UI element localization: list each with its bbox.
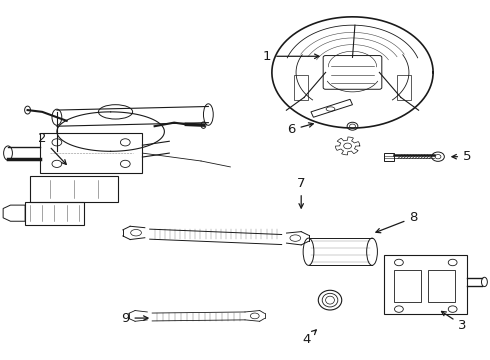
Bar <box>25 202 84 225</box>
Text: 4: 4 <box>302 330 316 346</box>
Bar <box>428 270 455 302</box>
Bar <box>30 176 118 202</box>
Text: 8: 8 <box>376 211 418 233</box>
Text: 3: 3 <box>441 311 466 332</box>
Text: 7: 7 <box>297 177 305 208</box>
Bar <box>40 134 143 173</box>
Bar <box>384 255 467 315</box>
Bar <box>394 270 421 302</box>
Text: 6: 6 <box>287 123 313 136</box>
Text: 2: 2 <box>38 132 66 165</box>
Text: 5: 5 <box>452 150 471 163</box>
Text: 9: 9 <box>121 311 148 325</box>
Text: 1: 1 <box>263 50 319 63</box>
